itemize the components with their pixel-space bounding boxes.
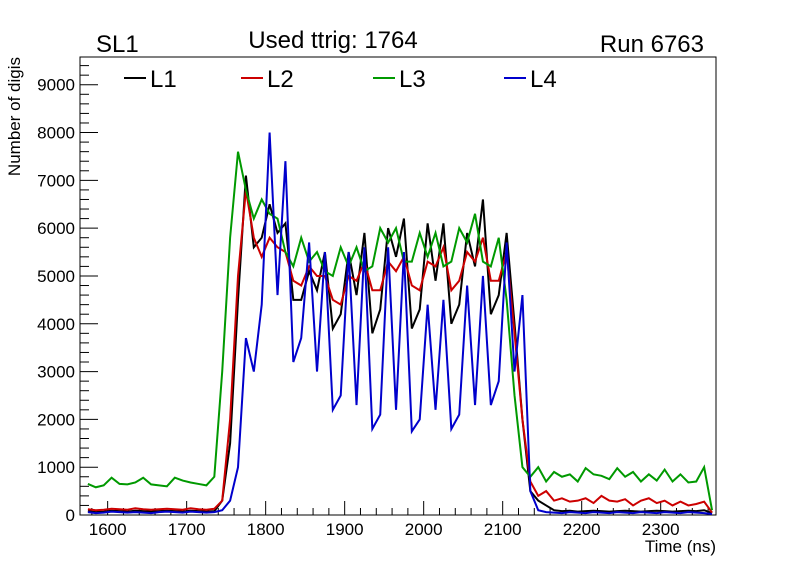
x-tick-label: 1600 [89,520,127,539]
y-tick-label: 2000 [37,410,75,429]
y-tick-label: 0 [66,506,75,525]
plot-frame [79,56,717,516]
axis-ticks: 1600 1700 1800 1900 2000 2100 2200 2300 0 1000 200… [37,65,709,539]
legend-label: L4 [530,66,557,93]
series-lines [87,132,714,516]
legend-label: L2 [267,66,294,93]
series-line-l3 [87,151,714,511]
left-label: SL1 [96,31,139,58]
y-tick-label: 3000 [37,363,75,382]
y-tick-label: 9000 [37,76,75,95]
y-tick-label: 4000 [37,315,75,334]
x-tick-label: 2200 [563,520,601,539]
x-tick-label: 2300 [642,520,680,539]
x-tick-label: 1900 [326,520,364,539]
legend: L1 L2 L3 L4 [124,66,557,93]
y-axis-label: Number of digis [5,57,24,176]
right-label: Run 6763 [600,31,704,58]
y-tick-label: 1000 [37,458,75,477]
y-tick-label: 5000 [37,267,75,286]
y-tick-label: 8000 [37,124,75,143]
x-axis-label: Time (ns) [645,537,716,556]
y-tick-label: 6000 [37,219,75,238]
x-tick-label: 2100 [484,520,522,539]
series-line-l4 [87,132,713,516]
x-tick-label: 1800 [247,520,285,539]
x-tick-label: 2000 [405,520,443,539]
legend-label: L3 [399,66,426,93]
series-line-l2 [87,189,713,514]
chart-title: Used ttrig: 1764 [248,27,417,54]
legend-label: L1 [150,66,177,93]
x-tick-label: 1700 [168,520,206,539]
y-tick-label: 7000 [37,171,75,190]
